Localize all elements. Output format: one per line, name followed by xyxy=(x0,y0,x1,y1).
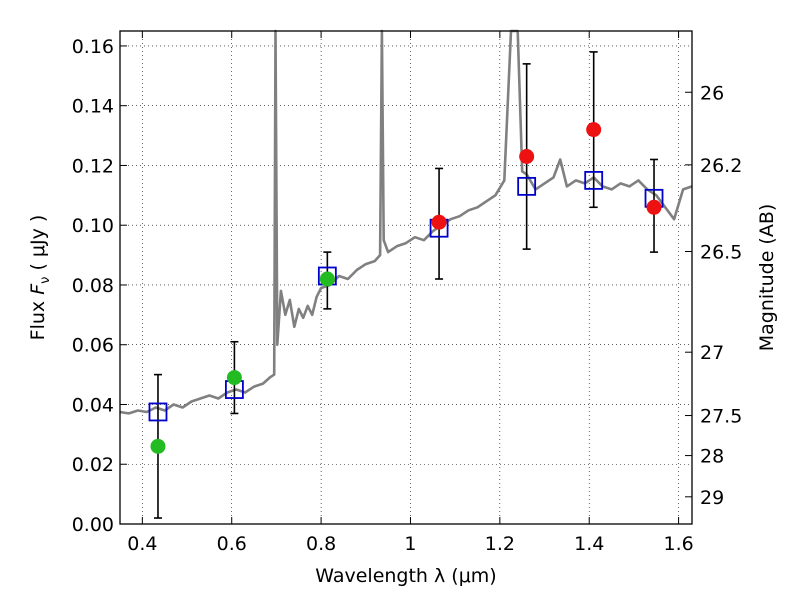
y2-axis-title: Magnitude (AB) xyxy=(756,204,778,352)
plot-area xyxy=(120,31,692,524)
y2-tick-label: 27.5 xyxy=(700,406,742,428)
x-tick-label: 0.4 xyxy=(127,533,157,555)
y-tick-label: 0.04 xyxy=(72,394,114,416)
plot-frame xyxy=(119,30,693,525)
y-tick-label: 0.06 xyxy=(72,335,114,357)
observed-circle-marker xyxy=(431,214,447,230)
observed-circle-marker xyxy=(150,438,166,454)
y-axis-title-subscript: ν xyxy=(38,277,53,284)
y-tick-label: 0.00 xyxy=(72,514,114,536)
x-tick-label: 1 xyxy=(404,533,416,555)
observed-circle-marker xyxy=(226,370,242,386)
y-axis-title-prefix: Flux xyxy=(27,295,49,341)
tick-labels: 0.4 0.6 0.8 1 1.2 1.4 1.6 0.00 0.02 0.04 0.06 0.08 0… xyxy=(72,36,743,555)
x-axis-title: Wavelength λ (μm) xyxy=(315,565,496,587)
observed-circle-marker xyxy=(586,122,602,138)
y2-tick-label: 28 xyxy=(700,446,724,468)
x-tick-label: 0.8 xyxy=(306,533,336,555)
y-axis-title-symbol: F xyxy=(27,283,49,295)
y2-tick-label: 26.5 xyxy=(700,242,742,264)
data-markers xyxy=(148,122,664,454)
observed-circle-marker xyxy=(319,271,335,287)
y-tick-label: 0.16 xyxy=(72,36,114,58)
ticks xyxy=(120,31,692,525)
y-axis-title: Flux Fν ( μJy ) xyxy=(27,215,53,341)
y2-tick-label: 26.2 xyxy=(700,155,742,177)
y2-tick-label: 26 xyxy=(700,82,724,104)
y-axis-title-suffix: ( μJy ) xyxy=(27,215,49,277)
y2-tick-label: 29 xyxy=(700,487,724,509)
y-tick-label: 0.14 xyxy=(72,96,114,118)
y-tick-label: 0.12 xyxy=(72,155,114,177)
x-tick-label: 0.6 xyxy=(217,533,247,555)
y-tick-label: 0.08 xyxy=(72,275,114,297)
model-square-marker xyxy=(517,176,537,196)
y2-tick-label: 27 xyxy=(700,342,724,364)
observed-circle-marker xyxy=(646,199,662,215)
model-square-marker xyxy=(148,402,168,422)
x-tick-label: 1.6 xyxy=(663,533,693,555)
y-tick-label: 0.02 xyxy=(72,454,114,476)
model-square-marker xyxy=(584,170,604,190)
x-tick-label: 1.4 xyxy=(574,533,604,555)
y-tick-label: 0.10 xyxy=(72,215,114,237)
observed-circle-marker xyxy=(519,148,535,164)
x-tick-label: 1.2 xyxy=(485,533,515,555)
